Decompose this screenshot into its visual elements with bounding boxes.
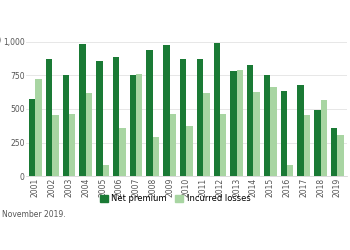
Bar <box>247 64 253 176</box>
Text: Satellite market annual premium and claims: Satellite market annual premium and clai… <box>44 10 306 20</box>
Bar <box>63 75 69 176</box>
Y-axis label: ($m): ($m) <box>0 35 2 44</box>
Bar <box>304 115 310 176</box>
Bar <box>321 100 327 176</box>
Bar <box>281 91 287 176</box>
Bar <box>69 114 75 176</box>
Text: November 2019.: November 2019. <box>2 210 65 219</box>
Bar <box>96 60 103 176</box>
Bar <box>180 58 186 176</box>
Text: nsurance is profitable if priced correctly.: nsurance is profitable if priced correct… <box>2 232 172 241</box>
Bar <box>113 56 119 176</box>
Bar <box>337 134 344 176</box>
Bar <box>103 165 109 176</box>
Bar <box>203 93 210 176</box>
Bar <box>119 128 126 176</box>
Bar <box>130 75 136 176</box>
Bar <box>314 110 321 176</box>
Bar <box>29 99 35 176</box>
Bar <box>52 115 58 176</box>
Bar <box>163 45 170 176</box>
Bar <box>220 114 226 176</box>
Bar <box>270 88 276 176</box>
Bar <box>146 50 153 176</box>
Bar <box>46 58 52 176</box>
Legend: Net premium, Incurred losses: Net premium, Incurred losses <box>99 194 251 203</box>
Bar <box>237 70 243 176</box>
Bar <box>170 114 176 176</box>
Bar <box>186 126 193 176</box>
Bar <box>253 92 260 176</box>
Bar <box>331 128 337 176</box>
Bar <box>79 44 86 176</box>
Bar <box>298 85 304 176</box>
Bar <box>287 166 293 176</box>
Bar <box>153 136 159 176</box>
Bar <box>264 75 270 176</box>
Bar <box>136 74 142 176</box>
Bar <box>86 93 92 176</box>
Bar <box>214 43 220 176</box>
Bar <box>197 59 203 176</box>
Bar <box>230 71 237 176</box>
Bar <box>35 80 42 176</box>
